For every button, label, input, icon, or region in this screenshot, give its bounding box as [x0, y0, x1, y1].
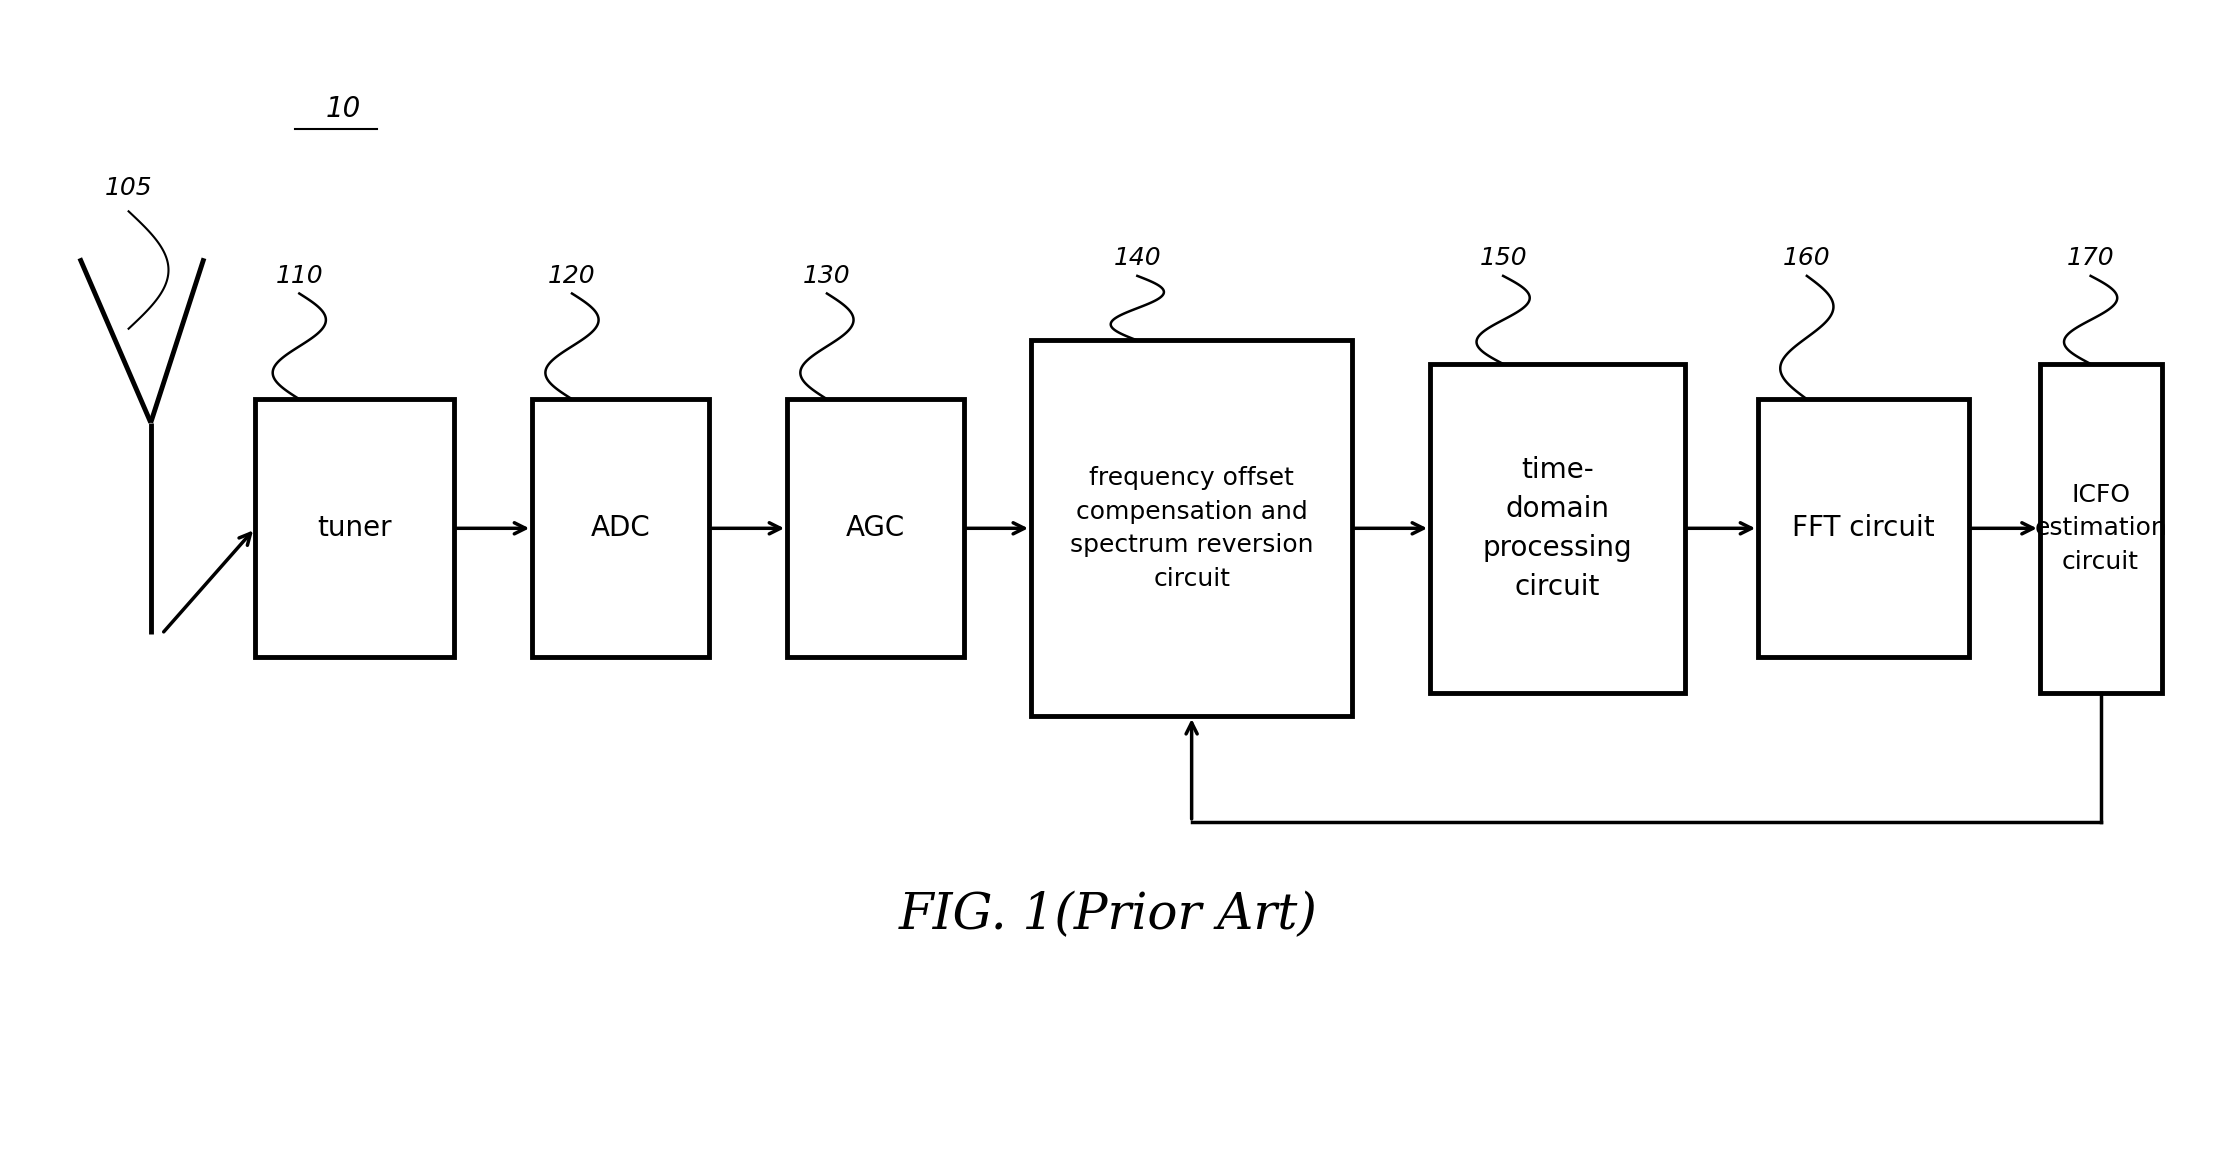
FancyBboxPatch shape: [1430, 364, 1685, 693]
Text: ICFO
estimation
circuit: ICFO estimation circuit: [2035, 483, 2166, 574]
Text: 130: 130: [803, 264, 851, 288]
Text: 170: 170: [2066, 247, 2115, 270]
FancyBboxPatch shape: [2040, 364, 2162, 693]
Text: tuner: tuner: [317, 514, 392, 542]
FancyBboxPatch shape: [255, 399, 454, 657]
Text: ADC: ADC: [592, 514, 650, 542]
Text: 150: 150: [1479, 247, 1528, 270]
FancyBboxPatch shape: [532, 399, 709, 657]
Text: time-
domain
processing
circuit: time- domain processing circuit: [1483, 456, 1632, 601]
Text: 160: 160: [1782, 247, 1831, 270]
Text: 120: 120: [548, 264, 596, 288]
Text: AGC: AGC: [847, 514, 905, 542]
Text: 140: 140: [1113, 247, 1162, 270]
FancyBboxPatch shape: [787, 399, 964, 657]
FancyBboxPatch shape: [1031, 340, 1352, 716]
Text: FIG. 1(Prior Art): FIG. 1(Prior Art): [900, 891, 1317, 940]
Text: FFT circuit: FFT circuit: [1791, 514, 1935, 542]
Text: 110: 110: [275, 264, 324, 288]
Text: frequency offset
compensation and
spectrum reversion
circuit: frequency offset compensation and spectr…: [1071, 466, 1312, 591]
Text: 10: 10: [326, 95, 361, 123]
Text: 105: 105: [104, 176, 153, 200]
FancyBboxPatch shape: [1758, 399, 1969, 657]
